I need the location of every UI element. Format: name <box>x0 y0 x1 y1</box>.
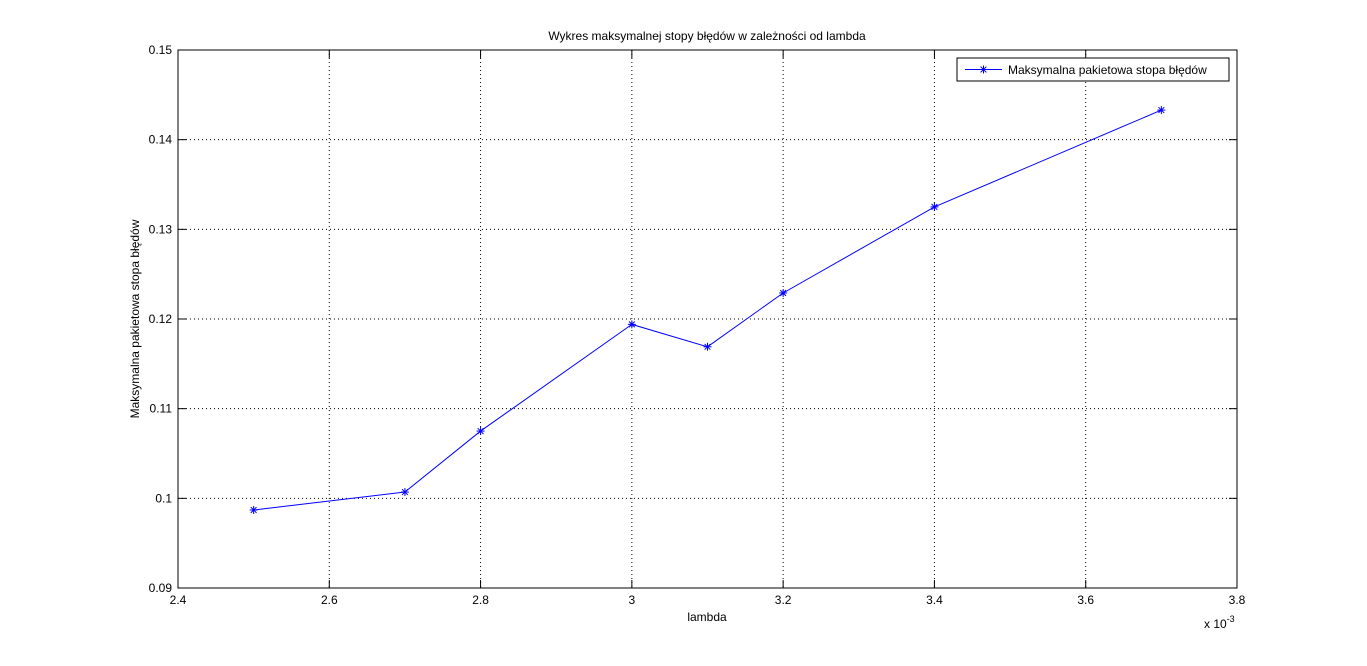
x-tick-label: 3 <box>629 593 636 607</box>
y-tick-label: 0.15 <box>149 43 173 57</box>
y-tick-label: 0.09 <box>149 581 173 595</box>
legend-box <box>956 57 1230 82</box>
x-axis-label: lambda <box>687 610 727 624</box>
series-layer <box>249 106 1166 514</box>
data-point <box>1157 106 1166 115</box>
legend-marker <box>979 65 988 74</box>
x-tick-label: 2.8 <box>472 593 489 607</box>
x-tick-label: 3.4 <box>926 593 943 607</box>
x-axis-multiplier-exponent: -3 <box>1227 614 1235 624</box>
legend-label: Maksymalna pakietowa stopa błędów <box>1008 63 1207 77</box>
y-tick-label: 0.12 <box>149 312 173 326</box>
legend: Maksymalna pakietowa stopa błędów <box>956 57 1230 82</box>
data-point <box>627 320 636 329</box>
series-line <box>253 109 1162 511</box>
y-axis: 0.09 0.1 0.11 0.12 0.13 0.14 0.15 <box>149 43 1237 595</box>
data-point <box>930 202 939 211</box>
data-point <box>703 342 712 351</box>
x-tick-label: 3.2 <box>775 593 792 607</box>
data-point <box>400 488 409 497</box>
x-axis-multiplier: x 10-3 <box>1204 614 1235 631</box>
legend-marker-symbol <box>979 65 988 74</box>
x-tick-label: 3.6 <box>1077 593 1094 607</box>
x-tick-label: 2.6 <box>321 593 338 607</box>
chart-title: Wykres maksymalnej stopy błędów w zależn… <box>548 29 866 43</box>
y-axis-label: Maksymalna pakietowa stopa błędów <box>128 219 142 418</box>
data-point <box>476 427 485 436</box>
x-axis: 2.4 2.6 2.8 3 3.2 3.4 3.6 3.8 <box>170 50 1246 607</box>
y-tick-label: 0.14 <box>149 133 173 147</box>
y-tick-label: 0.1 <box>155 491 172 505</box>
y-tick-label: 0.13 <box>149 222 173 236</box>
data-point <box>779 288 788 297</box>
data-point <box>249 505 258 514</box>
x-tick-label: 2.4 <box>170 593 187 607</box>
x-tick-label: 3.8 <box>1229 593 1246 607</box>
y-tick-label: 0.11 <box>150 402 173 416</box>
